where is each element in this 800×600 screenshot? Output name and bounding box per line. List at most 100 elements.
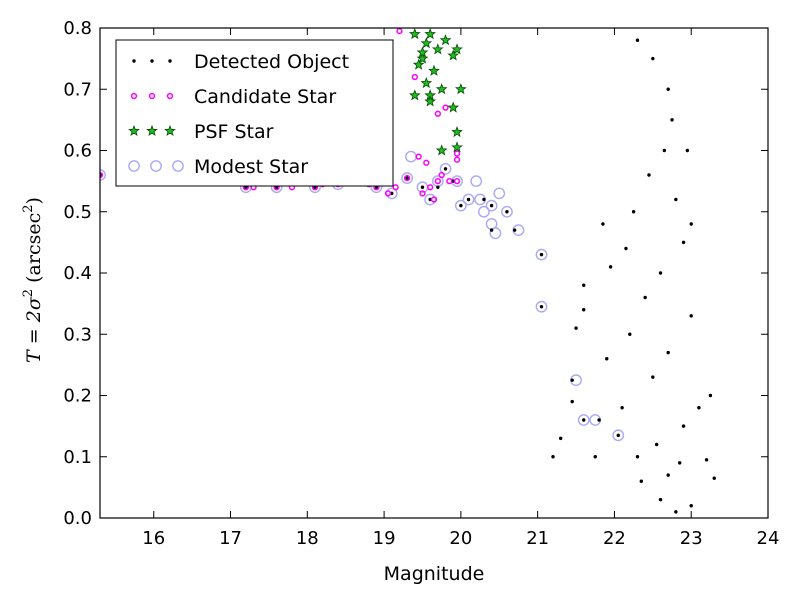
legend-marker-candidate-star bbox=[166, 92, 174, 100]
detected-object-point bbox=[582, 418, 586, 422]
legend-label-psf-star: PSF Star bbox=[194, 121, 274, 143]
candidate-star-point bbox=[434, 177, 441, 185]
y-tick-label: 0.7 bbox=[63, 79, 92, 100]
modest-star-point bbox=[424, 193, 437, 206]
detected-object-point bbox=[570, 399, 574, 404]
legend-marker-modest-star bbox=[150, 160, 162, 172]
detected-object-point bbox=[405, 176, 409, 180]
detected-object-point bbox=[628, 332, 632, 336]
detected-object-point bbox=[678, 461, 682, 465]
detected-object-point bbox=[570, 378, 574, 382]
candidate-star-point bbox=[415, 153, 422, 160]
detected-object-point bbox=[681, 424, 686, 428]
detected-object-point bbox=[666, 350, 670, 355]
modest-star-point bbox=[535, 248, 548, 261]
series-psf-star bbox=[408, 28, 467, 156]
modest-star-point bbox=[401, 172, 414, 184]
legend-marker-candidate-star bbox=[148, 92, 156, 100]
modest-star-point bbox=[470, 175, 483, 188]
x-tick-label: 22 bbox=[603, 528, 626, 549]
psf-star-point bbox=[412, 58, 425, 70]
y-tick-label: 0.3 bbox=[63, 324, 92, 345]
detected-object-point bbox=[605, 357, 609, 361]
detected-object-point bbox=[689, 222, 693, 226]
detected-object-point bbox=[662, 148, 667, 153]
x-tick-label: 18 bbox=[296, 528, 319, 549]
legend-marker-modest-star bbox=[128, 160, 140, 172]
candidate-star-point bbox=[100, 171, 104, 179]
y-axis-label-sup2: 2 bbox=[21, 204, 36, 212]
modest-star-point bbox=[439, 162, 452, 175]
detected-object-point bbox=[651, 56, 655, 61]
detected-object-point bbox=[489, 203, 494, 208]
legend-marker-modest-star bbox=[172, 160, 184, 172]
y-tick-label: 0.8 bbox=[63, 18, 92, 39]
legend-marker-detected-object bbox=[168, 59, 172, 63]
detected-object-point bbox=[643, 295, 647, 300]
psf-star-point bbox=[416, 52, 429, 64]
detected-object-point bbox=[639, 479, 644, 483]
detected-object-point bbox=[697, 406, 701, 410]
candidate-star-point bbox=[384, 190, 392, 197]
y-tick-label: 0.4 bbox=[63, 263, 92, 284]
y-axis-label-t: T bbox=[23, 349, 45, 363]
detected-object-point bbox=[574, 326, 578, 330]
x-tick-label: 20 bbox=[449, 528, 472, 549]
detected-object-point bbox=[512, 228, 517, 232]
detected-object-point bbox=[582, 308, 586, 312]
x-tick-label: 19 bbox=[373, 528, 396, 549]
candidate-star-point bbox=[453, 177, 461, 185]
detected-object-point bbox=[712, 476, 716, 480]
detected-object-point bbox=[482, 197, 486, 202]
legend-label-modest-star: Modest Star bbox=[194, 156, 308, 178]
modest-star-point bbox=[454, 199, 467, 212]
y-tick-labels: 0.0 0.1 0.2 0.3 0.4 0.5 0.6 0.7 0.8 bbox=[63, 18, 92, 529]
candidate-star-point bbox=[411, 73, 418, 81]
x-tick-label: 24 bbox=[757, 528, 780, 549]
detected-object-point bbox=[635, 455, 640, 459]
detected-object-point bbox=[582, 283, 586, 287]
legend-label-candidate-star: Candidate Star bbox=[194, 86, 336, 108]
y-axis-label-close: ) bbox=[23, 197, 45, 204]
detected-object-point bbox=[489, 228, 494, 232]
psf-star-point bbox=[451, 43, 463, 55]
legend-entry-modest-star: Modest Star bbox=[128, 156, 308, 178]
candidate-star-point bbox=[392, 184, 399, 191]
psf-star-point bbox=[447, 49, 460, 61]
modest-star-point bbox=[478, 205, 490, 218]
candidate-star-point bbox=[442, 104, 449, 111]
series-layer bbox=[100, 28, 716, 514]
modest-star-point bbox=[462, 193, 475, 206]
candidate-star-point bbox=[434, 110, 441, 117]
modest-star-point bbox=[577, 414, 590, 426]
modest-star-point bbox=[535, 300, 548, 313]
legend-entry-psf-star: PSF Star bbox=[128, 121, 274, 143]
legend-label-detected-object: Detected Object bbox=[194, 51, 349, 73]
psf-star-point bbox=[439, 34, 452, 46]
candidate-star-point bbox=[453, 156, 461, 163]
detected-object-point bbox=[651, 375, 655, 379]
legend-marker-candidate-star bbox=[130, 92, 138, 100]
detected-object-point bbox=[624, 246, 628, 251]
y-tick-label: 0.2 bbox=[63, 386, 92, 407]
axis-ticks bbox=[100, 27, 769, 519]
detected-object-point bbox=[420, 185, 425, 189]
psf-star-point bbox=[420, 76, 433, 89]
psf-star-point bbox=[435, 83, 448, 95]
psf-star-point bbox=[408, 28, 421, 40]
psf-star-point bbox=[420, 37, 433, 49]
y-tick-label: 0.0 bbox=[63, 508, 92, 529]
psf-star-point bbox=[431, 43, 444, 55]
psf-star-point bbox=[455, 83, 467, 95]
legend-marker-detected-object bbox=[132, 59, 136, 63]
y-axis-label-sup: 2 bbox=[21, 289, 36, 297]
detected-object-point bbox=[681, 240, 686, 245]
detected-object-point bbox=[558, 436, 563, 441]
detected-object-point bbox=[608, 265, 613, 269]
detected-object-point bbox=[674, 197, 678, 202]
detected-object-point bbox=[505, 210, 509, 214]
psf-star-point bbox=[451, 141, 463, 153]
legend-marker-psf-star bbox=[164, 124, 176, 136]
candidate-star-point bbox=[403, 174, 411, 182]
